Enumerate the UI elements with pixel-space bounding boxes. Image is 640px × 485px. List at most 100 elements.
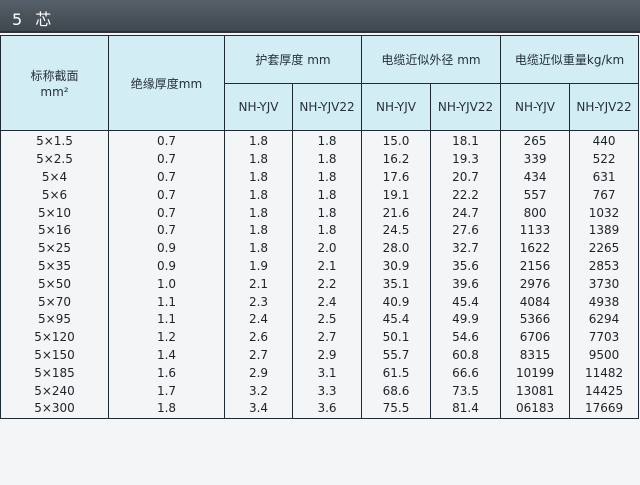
cell-diameter-yjv22: 27.6	[430, 221, 502, 240]
cell-insulation: 1.6	[108, 364, 225, 383]
table-row: 5×150 1.4 2.7 2.9 55.7 60.8 8315 9500	[0, 346, 640, 365]
cell-diameter-yjv: 45.4	[361, 310, 432, 329]
cell-diameter-yjv22: 73.5	[430, 382, 502, 400]
header-section-unit: mm²	[40, 85, 69, 99]
cell-sheath-yjv22: 1.8	[291, 186, 363, 205]
cell-weight-yjv22: 2853	[569, 257, 640, 276]
header-weight: 电缆近似重量kg/km	[500, 35, 640, 84]
table-row: 5×4 0.7 1.8 1.8 17.6 20.7 434 631	[0, 168, 640, 187]
cell-weight-yjv22: 440	[569, 130, 640, 151]
cell-weight-yjv: 434	[500, 168, 571, 187]
table-row: 5×240 1.7 3.2 3.3 68.6 73.5 13081 14425	[0, 382, 640, 400]
cell-weight-yjv: 10199	[500, 364, 571, 383]
cell-sheath-yjv22: 3.6	[291, 399, 363, 419]
cell-weight-yjv: 8315	[500, 346, 571, 365]
cell-diameter-yjv: 68.6	[361, 382, 432, 400]
table-row: 5×10 0.7 1.8 1.8 21.6 24.7 800 1032	[0, 204, 640, 222]
table-row: 5×6 0.7 1.8 1.8 19.1 22.2 557 767	[0, 186, 640, 205]
cell-diameter-yjv: 35.1	[361, 275, 432, 294]
cell-diameter-yjv22: 24.7	[430, 204, 502, 222]
cell-sheath-yjv: 2.1	[224, 275, 293, 294]
cell-sheath-yjv: 3.4	[224, 399, 293, 419]
cell-section: 5×300	[0, 399, 109, 419]
header-section: 标称截面 mm²	[0, 35, 109, 131]
cell-sheath-yjv: 1.8	[224, 150, 293, 169]
cell-insulation: 1.7	[108, 382, 225, 400]
cell-weight-yjv: 4084	[500, 293, 571, 311]
cell-section: 5×95	[0, 310, 109, 329]
cell-weight-yjv22: 17669	[569, 399, 640, 419]
cell-insulation: 1.2	[108, 328, 225, 347]
cell-sheath-yjv22: 1.8	[291, 204, 363, 222]
cell-insulation: 0.7	[108, 204, 225, 222]
table-row: 5×95 1.1 2.4 2.5 45.4 49.9 5366 6294	[0, 310, 640, 329]
cell-diameter-yjv22: 49.9	[430, 310, 502, 329]
cell-weight-yjv22: 767	[569, 186, 640, 205]
table-row: 5×16 0.7 1.8 1.8 24.5 27.6 1133 1389	[0, 221, 640, 240]
cell-weight-yjv: 2156	[500, 257, 571, 276]
cell-diameter-yjv: 55.7	[361, 346, 432, 365]
cell-diameter-yjv22: 20.7	[430, 168, 502, 187]
cell-diameter-yjv22: 32.7	[430, 239, 502, 258]
subheader-sheath-yjv22: NH-YJV22	[291, 83, 363, 131]
header-diameter: 电缆近似外径 mm	[361, 35, 502, 84]
subheader-diameter-yjv: NH-YJV	[361, 83, 432, 131]
cell-section: 5×6	[0, 186, 109, 205]
subheader-diameter-yjv22: NH-YJV22	[430, 83, 502, 131]
cell-diameter-yjv22: 22.2	[430, 186, 502, 205]
cell-diameter-yjv22: 60.8	[430, 346, 502, 365]
cell-sheath-yjv: 2.6	[224, 328, 293, 347]
cell-diameter-yjv: 75.5	[361, 399, 432, 419]
cell-insulation: 0.9	[108, 239, 225, 258]
cell-weight-yjv22: 9500	[569, 346, 640, 365]
cell-sheath-yjv22: 3.3	[291, 382, 363, 400]
cell-diameter-yjv: 50.1	[361, 328, 432, 347]
cell-weight-yjv22: 14425	[569, 382, 640, 400]
cell-sheath-yjv22: 1.8	[291, 221, 363, 240]
cell-sheath-yjv: 2.4	[224, 310, 293, 329]
cell-section: 5×25	[0, 239, 109, 258]
header-insulation: 绝缘厚度mm	[108, 35, 225, 131]
cell-weight-yjv: 557	[500, 186, 571, 205]
cell-weight-yjv22: 3730	[569, 275, 640, 294]
header-sheath: 护套厚度 mm	[223, 35, 363, 84]
cell-weight-yjv: 6706	[500, 328, 571, 347]
cell-diameter-yjv: 30.9	[361, 257, 432, 276]
cell-diameter-yjv: 40.9	[361, 293, 432, 311]
table-row: 5×70 1.1 2.3 2.4 40.9 45.4 4084 4938	[0, 293, 640, 311]
cell-insulation: 1.0	[108, 275, 225, 294]
header-row-sub: NH-YJV NH-YJV22 NH-YJV NH-YJV22 NH-YJV N…	[1, 83, 640, 131]
cell-sheath-yjv22: 2.9	[291, 346, 363, 365]
cell-diameter-yjv: 16.2	[361, 150, 432, 169]
table-row: 5×2.5 0.7 1.8 1.8 16.2 19.3 339 522	[0, 150, 640, 169]
cell-weight-yjv22: 1389	[569, 221, 640, 240]
cell-weight-yjv: 1622	[500, 239, 571, 258]
cell-sheath-yjv: 1.9	[224, 257, 293, 276]
table-row: 5×35 0.9 1.9 2.1 30.9 35.6 2156 2853	[0, 257, 640, 276]
cell-sheath-yjv: 1.8	[224, 186, 293, 205]
cell-weight-yjv: 1133	[500, 221, 571, 240]
title-bar: 5 芯	[0, 0, 640, 33]
cell-diameter-yjv22: 81.4	[430, 399, 502, 419]
cell-diameter-yjv22: 35.6	[430, 257, 502, 276]
cell-weight-yjv: 265	[500, 130, 571, 151]
cell-diameter-yjv22: 39.6	[430, 275, 502, 294]
cell-section: 5×10	[0, 204, 109, 222]
cell-weight-yjv22: 1032	[569, 204, 640, 222]
cell-weight-yjv22: 522	[569, 150, 640, 169]
cell-diameter-yjv: 17.6	[361, 168, 432, 187]
cell-sheath-yjv22: 3.1	[291, 364, 363, 383]
cell-weight-yjv: 339	[500, 150, 571, 169]
cell-diameter-yjv22: 18.1	[430, 130, 502, 151]
table-title: 5 芯	[12, 10, 56, 29]
cell-weight-yjv22: 2265	[569, 239, 640, 258]
cell-section: 5×2.5	[0, 150, 109, 169]
cell-sheath-yjv: 3.2	[224, 382, 293, 400]
cell-insulation: 1.8	[108, 399, 225, 419]
cell-insulation: 1.1	[108, 310, 225, 329]
cell-insulation: 0.7	[108, 168, 225, 187]
cell-insulation: 0.7	[108, 130, 225, 151]
table-body: 5×1.5 0.7 1.8 1.8 15.0 18.1 265 440 5×2.5 0.7 1.8 1…	[0, 130, 640, 419]
cell-diameter-yjv: 61.5	[361, 364, 432, 383]
cell-sheath-yjv: 1.8	[224, 130, 293, 151]
